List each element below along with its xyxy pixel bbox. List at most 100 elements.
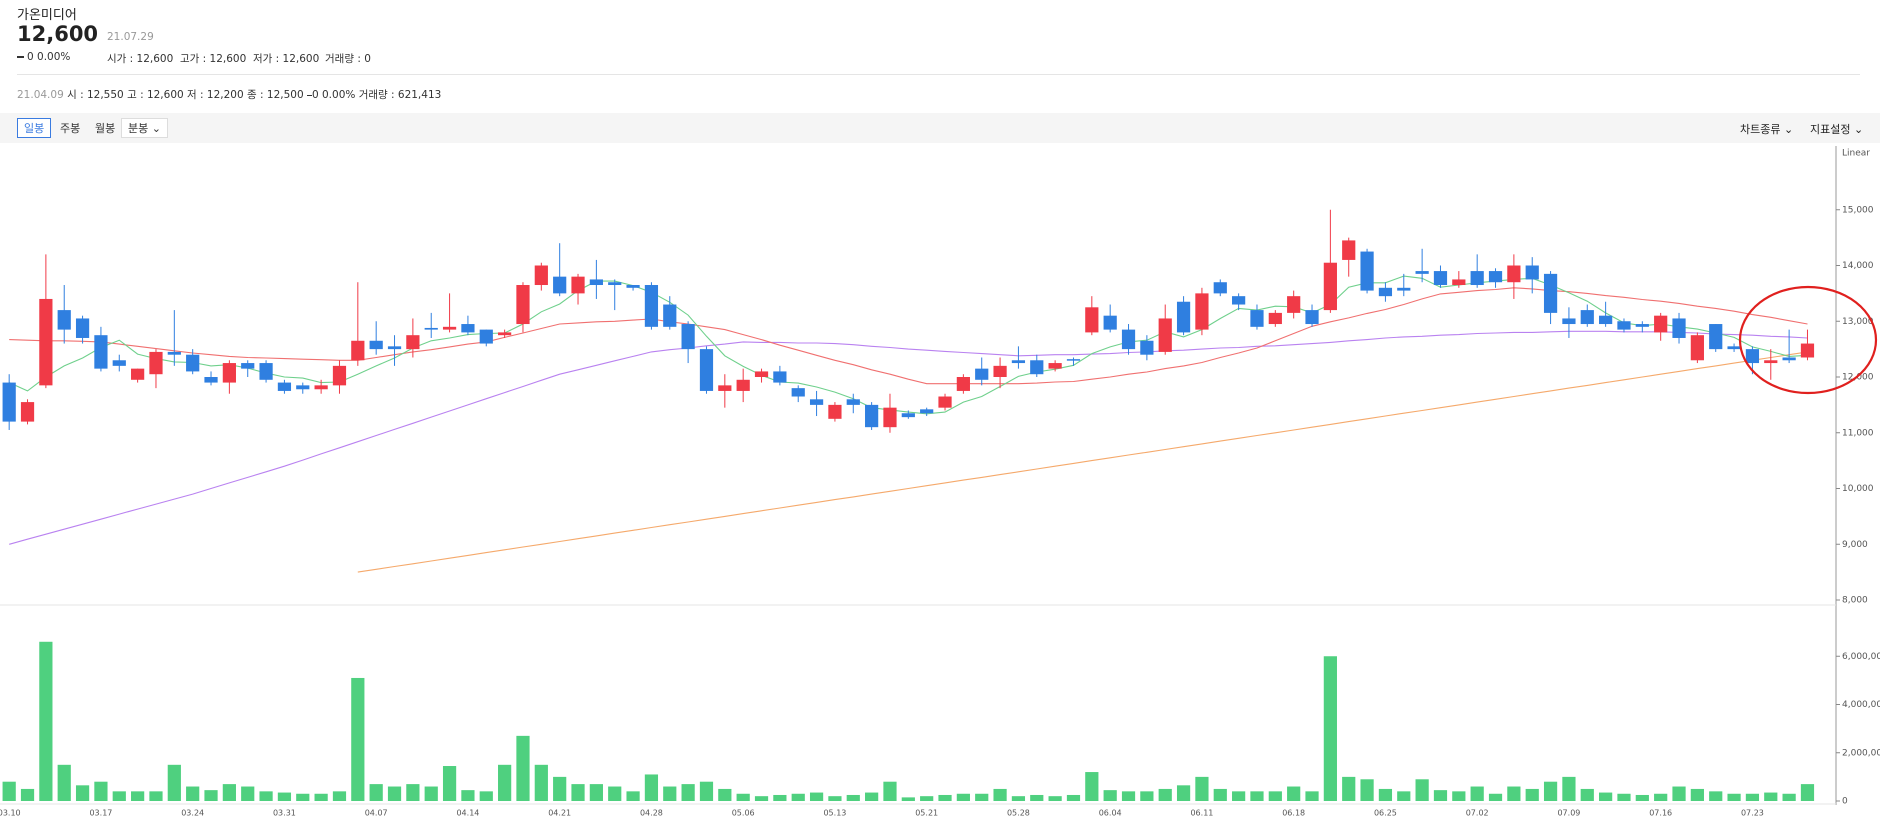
period-week[interactable]: 주봉: [60, 122, 81, 135]
candle-body: [1323, 262, 1337, 311]
candle-body: [828, 404, 842, 419]
toolbar: [0, 113, 1880, 143]
x-tick-label: 06.11: [1190, 809, 1213, 818]
y-tick-label: 4,000,000: [1842, 700, 1880, 710]
candle-body: [1397, 287, 1411, 291]
chart-type-text: 차트종류: [1740, 123, 1781, 136]
volume-bar: [1397, 791, 1411, 801]
candle-body: [1672, 318, 1686, 338]
candle-body: [112, 360, 126, 366]
volume-bar: [901, 797, 915, 801]
volume-bar: [1782, 793, 1796, 801]
candle-body: [277, 382, 292, 391]
volume-bar: [94, 781, 108, 801]
volume-bar: [754, 796, 769, 801]
volume-bar: [1287, 786, 1301, 801]
info-high: 고 : 12,600: [127, 89, 184, 101]
volume-bar: [20, 788, 35, 801]
volume-bar: [534, 764, 548, 801]
volume-bar: [1268, 791, 1282, 801]
candle-body: [1617, 321, 1631, 330]
volume-bar: [699, 781, 714, 801]
volume-bar: [644, 774, 659, 801]
volume-bar: [387, 786, 402, 801]
candle-body: [1048, 363, 1062, 369]
volume-bar: [809, 792, 824, 801]
volume-bar: [1415, 779, 1429, 801]
volume-bar: [1580, 788, 1594, 801]
volume-bar: [57, 764, 71, 801]
info-low: 저 : 12,200: [187, 89, 244, 101]
period-minute[interactable]: 분봉 ⌄: [121, 118, 168, 138]
volume-bar: [1745, 793, 1760, 801]
indicator-settings[interactable]: 지표설정 ⌄: [1810, 123, 1864, 136]
indicator-text: 지표설정: [1810, 123, 1851, 136]
candle-body: [718, 385, 732, 391]
x-tick-label: 07.16: [1649, 809, 1672, 818]
x-tick-label: 07.09: [1557, 809, 1580, 818]
volume-bar: [993, 788, 1007, 801]
candle-body: [1011, 360, 1026, 364]
candle-body: [241, 363, 255, 369]
volume-bar: [112, 791, 126, 801]
volume-bar: [167, 764, 181, 801]
candle-body: [1690, 335, 1704, 361]
candle-body: [1599, 315, 1613, 325]
moving-average: [9, 330, 1808, 545]
candle-body: [938, 396, 952, 408]
volume-bar: [828, 796, 842, 801]
volume-bar: [369, 784, 383, 801]
flat-icon: [306, 94, 312, 96]
candle-body: [791, 388, 805, 397]
x-tick-label: 06.25: [1374, 809, 1397, 818]
candle-body: [1103, 315, 1117, 330]
volume-bar: [1654, 793, 1668, 801]
volume-bar: [1195, 776, 1209, 801]
volume-bar: [1103, 790, 1117, 801]
open: 시가 : 12,600: [107, 53, 174, 65]
candle-body: [204, 377, 218, 383]
x-tick-label: 03.17: [89, 809, 112, 818]
volume-bar: [736, 793, 750, 801]
candle-body: [387, 346, 402, 350]
volume-bar: [1709, 791, 1723, 801]
candle-body: [1158, 318, 1172, 352]
y-tick-label: 0: [1842, 797, 1848, 807]
x-tick-label: 03.10: [0, 809, 21, 818]
candle-body: [644, 285, 659, 327]
info-open: 시 : 12,550: [67, 89, 124, 101]
candle-body: [222, 363, 236, 383]
candle-body: [1140, 340, 1154, 355]
period-month[interactable]: 월봉: [95, 122, 116, 135]
volume-bar: [1617, 793, 1631, 801]
candle-body: [975, 368, 989, 380]
volume-bar: [791, 793, 805, 801]
chart-type[interactable]: 차트종류 ⌄: [1740, 123, 1794, 136]
volume-bar: [1470, 786, 1484, 801]
volume-bar: [956, 793, 970, 801]
candle-body: [1709, 324, 1723, 350]
x-tick-label: 07.02: [1466, 809, 1489, 818]
period-day[interactable]: 일봉: [17, 118, 52, 138]
volume-bar: [479, 791, 493, 801]
volume-bar: [406, 784, 420, 801]
y-tick-label: 8,000: [1842, 596, 1868, 606]
candle-body: [75, 318, 90, 338]
candle-body: [1525, 265, 1539, 280]
candle-body: [1452, 279, 1466, 286]
x-tick-label: 05.28: [1007, 809, 1030, 818]
volume-bar: [39, 641, 53, 801]
volume-bar: [498, 764, 512, 801]
candle-body: [1415, 271, 1429, 274]
y-tick-label: 12,000: [1842, 373, 1874, 383]
candle-body: [332, 365, 347, 386]
volume-bar: [1525, 788, 1539, 801]
volume-bar: [589, 784, 603, 801]
candle-body: [809, 399, 824, 405]
y-tick-label: 2,000,000: [1842, 748, 1880, 758]
volume-bar: [1176, 785, 1191, 801]
volume-bar: [75, 785, 90, 801]
candle-body: [846, 399, 860, 405]
info-change: 0 0.00%: [311, 89, 356, 101]
candle-body: [259, 363, 273, 380]
